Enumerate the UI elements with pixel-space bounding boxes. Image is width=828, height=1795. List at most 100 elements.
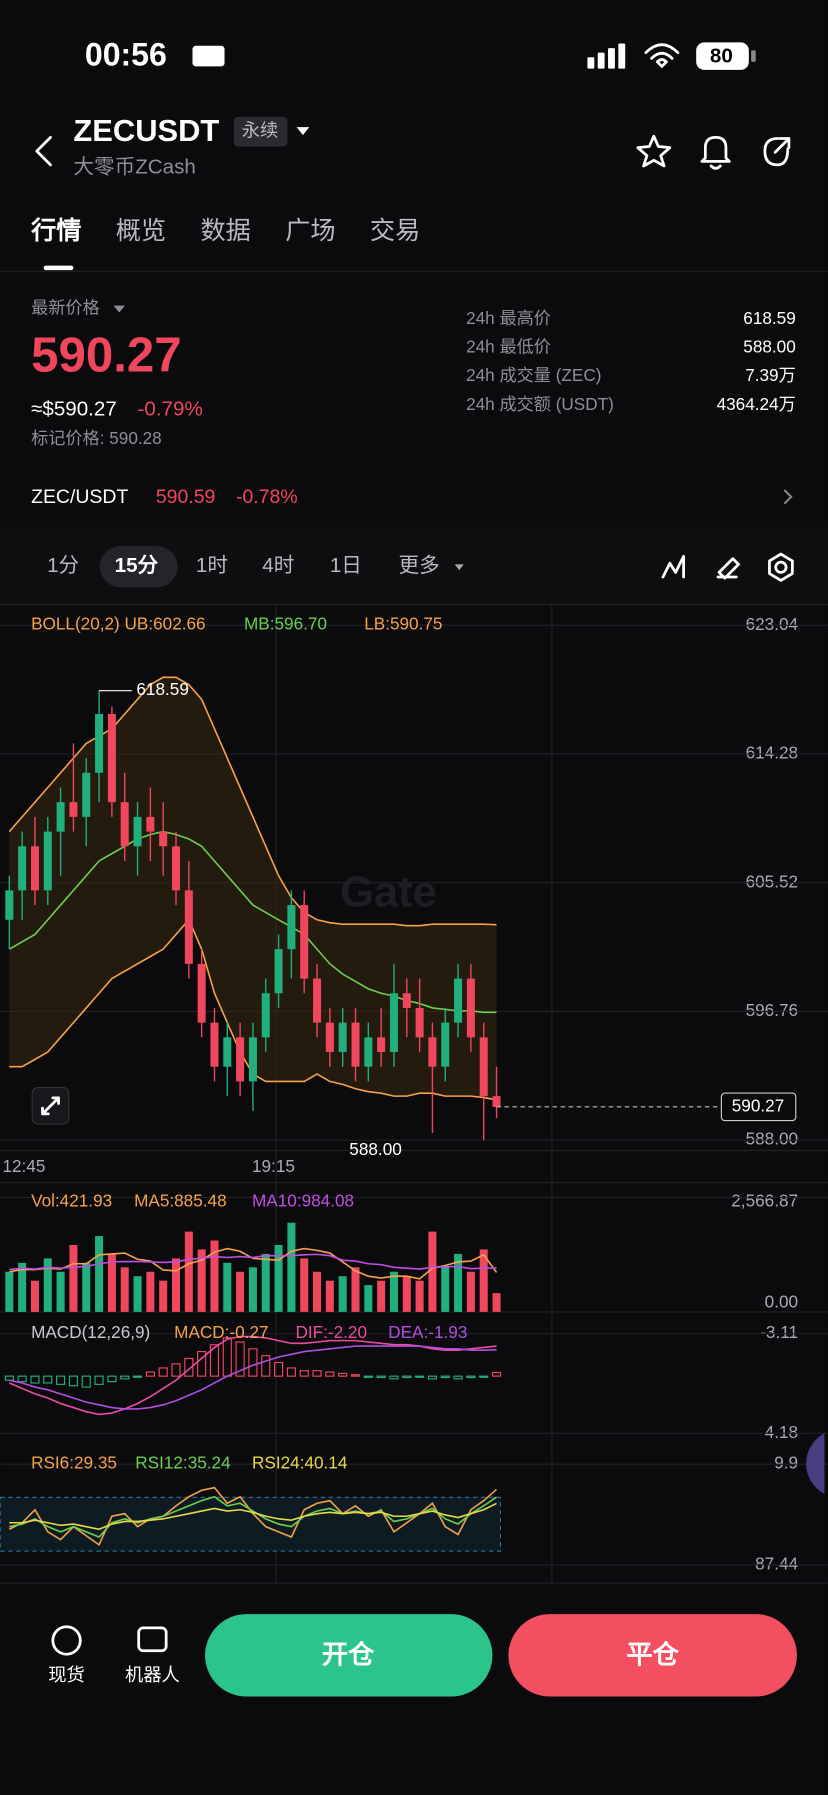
candle-body: [325, 1022, 334, 1053]
macd-bar: [171, 1363, 181, 1377]
macd-bar: [273, 1361, 284, 1377]
candle-body: [428, 1037, 437, 1067]
candle-body: [274, 949, 283, 994]
candle-body: [441, 1022, 450, 1067]
indicator-button[interactable]: [661, 554, 685, 579]
pair-change: -0.78%: [236, 486, 298, 508]
back-button[interactable]: [35, 135, 52, 167]
volume-bar: [338, 1276, 347, 1312]
volume-bar: [236, 1271, 245, 1312]
candle-body: [313, 978, 322, 1023]
x-tick-label: 19:15: [252, 1156, 295, 1176]
timeframe[interactable]: 更多: [399, 554, 440, 577]
macd-bar: [491, 1371, 502, 1377]
macd-bar: [132, 1375, 143, 1378]
subtitle: 大零币ZCash: [73, 156, 195, 179]
settings-button[interactable]: [768, 552, 794, 582]
open-button[interactable]: [205, 1614, 493, 1697]
candle-body: [95, 714, 104, 773]
indicator-label: RSI6:29.35: [31, 1453, 117, 1473]
share-button[interactable]: [763, 137, 791, 167]
macd-bar: [427, 1375, 438, 1380]
indicator-label: MACD:-0.27: [174, 1322, 268, 1342]
macd-bar: [261, 1355, 271, 1377]
indicator-label: RSI12:35.24: [135, 1453, 231, 1473]
timeframe[interactable]: 4时: [262, 554, 294, 577]
watermark: Gate: [340, 869, 437, 917]
volume-bar: [18, 1262, 27, 1312]
tabs: 行情 概览 数据 广场 交易: [30, 217, 420, 245]
favorite-button[interactable]: [636, 134, 672, 168]
pair-chevron[interactable]: [783, 489, 793, 505]
macd-bar: [17, 1375, 27, 1383]
more-dropdown[interactable]: [454, 564, 464, 571]
y-tick-label: 87.44: [755, 1553, 798, 1573]
boll-band: [9, 677, 497, 1100]
volume-bar: [248, 1267, 257, 1312]
candle-body: [120, 802, 129, 847]
timeframe[interactable]: 15分: [115, 554, 159, 577]
volume-bar: [120, 1267, 129, 1312]
candle-body: [402, 993, 411, 1008]
timeframe[interactable]: 1日: [330, 554, 362, 577]
spot-icon[interactable]: [51, 1625, 82, 1656]
tab[interactable]: 广场: [285, 217, 335, 245]
bot-label[interactable]: 机器人: [125, 1664, 180, 1685]
draw-button[interactable]: [716, 557, 740, 580]
volume-bar: [479, 1249, 488, 1312]
tab[interactable]: 数据: [201, 217, 251, 245]
stat-value: 4364.24万: [717, 394, 796, 414]
signal-icon: [587, 43, 626, 69]
volume-bar: [133, 1276, 142, 1312]
volume-bar: [428, 1231, 437, 1312]
rsi6: [8, 1486, 498, 1547]
candle-body: [171, 846, 181, 891]
candle-body: [146, 816, 155, 832]
bot-icon[interactable]: [137, 1626, 168, 1653]
boll-ub: [8, 676, 497, 927]
timeframe[interactable]: 1分: [47, 554, 79, 577]
y-tick-label: -3.11: [760, 1322, 798, 1342]
tab[interactable]: 行情: [30, 217, 81, 245]
usd-price: ≈$590.27: [31, 397, 117, 420]
volume-bar: [377, 1280, 386, 1312]
macd-bar: [338, 1372, 348, 1377]
volume-bar: [210, 1240, 219, 1312]
candle-body: [69, 802, 78, 817]
macd-bar: [184, 1357, 194, 1377]
volume-bar: [223, 1262, 232, 1312]
timeframe[interactable]: 1时: [196, 554, 228, 577]
float-button[interactable]: [806, 1433, 825, 1494]
candle-body: [43, 831, 52, 891]
candle-body: [479, 1037, 488, 1097]
tab[interactable]: 交易: [370, 217, 420, 245]
badge-bg: [233, 116, 288, 147]
alert-button[interactable]: [700, 135, 731, 170]
volume-bar: [313, 1271, 322, 1312]
tab[interactable]: 概览: [116, 217, 166, 245]
y-tick-label: 9.9: [774, 1453, 798, 1473]
candle-body: [415, 1007, 424, 1038]
indicator-label: MACD(12,26,9): [31, 1322, 150, 1342]
volume-bar: [95, 1236, 104, 1312]
spot-label[interactable]: 现货: [48, 1664, 85, 1685]
timeframes: 1分 15分 1时 4时 1日 更多: [47, 554, 440, 577]
volume-ma5: [9, 1247, 498, 1280]
volume-bar: [159, 1280, 168, 1312]
symbol-dropdown[interactable]: [296, 127, 310, 136]
contract-badge[interactable]: 永续: [242, 119, 279, 140]
pair-name[interactable]: ZEC/USDT: [31, 486, 128, 508]
volume-bar: [69, 1245, 78, 1312]
price-dropdown[interactable]: [113, 305, 125, 313]
rsi12: [9, 1495, 497, 1539]
macd-bar: [145, 1371, 155, 1377]
candle-body: [223, 1037, 232, 1067]
macd-bar: [299, 1370, 309, 1377]
volume-bar: [351, 1267, 360, 1312]
macd-bar: [235, 1341, 245, 1377]
macd-bar: [440, 1375, 450, 1379]
last-price-tag: 590.27: [732, 1095, 784, 1115]
close-button[interactable]: [508, 1614, 797, 1697]
volume-bar: [56, 1271, 65, 1312]
macd-bar: [479, 1375, 489, 1378]
